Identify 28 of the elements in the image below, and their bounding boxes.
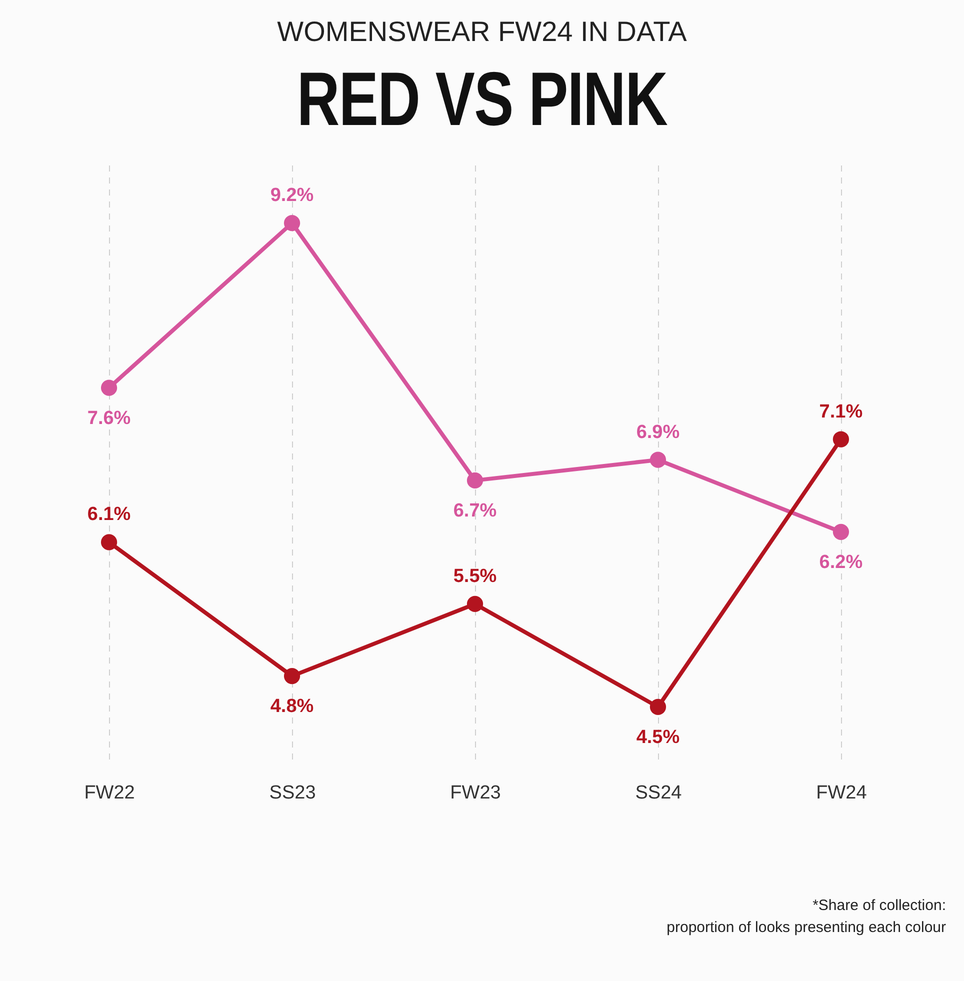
data-label: 4.8% (270, 696, 314, 718)
data-label: 7.1% (819, 401, 863, 422)
data-label: 7.6% (87, 408, 131, 429)
data-label: 6.9% (636, 422, 680, 443)
point (466, 472, 484, 488)
point (650, 452, 666, 468)
data-label: 9.2% (270, 185, 314, 206)
x-tick-label: FW24 (816, 782, 868, 804)
chart-subtitle: WOMENSWEAR FW24 IN DATA (276, 16, 688, 48)
x-tick-label: FW22 (84, 782, 135, 804)
data-label: 6.1% (87, 504, 131, 526)
point (100, 380, 118, 396)
point (466, 596, 484, 612)
data-label: 4.5% (636, 726, 680, 748)
point (284, 668, 300, 684)
x-tick-label: SS24 (635, 782, 682, 804)
chart-title: RED VS PINK (296, 56, 668, 143)
data-label: 6.7% (453, 500, 497, 522)
point (832, 431, 850, 448)
data-label: 6.2% (819, 552, 863, 573)
point (832, 524, 850, 540)
x-tick-label: FW23 (450, 782, 501, 804)
point (284, 215, 300, 232)
point (100, 534, 118, 550)
data-label: 5.5% (453, 566, 497, 587)
x-tick-label: SS23 (269, 782, 316, 804)
text: *Share of collection: proportion of looks presenting each colour (666, 896, 946, 938)
point (650, 698, 666, 715)
